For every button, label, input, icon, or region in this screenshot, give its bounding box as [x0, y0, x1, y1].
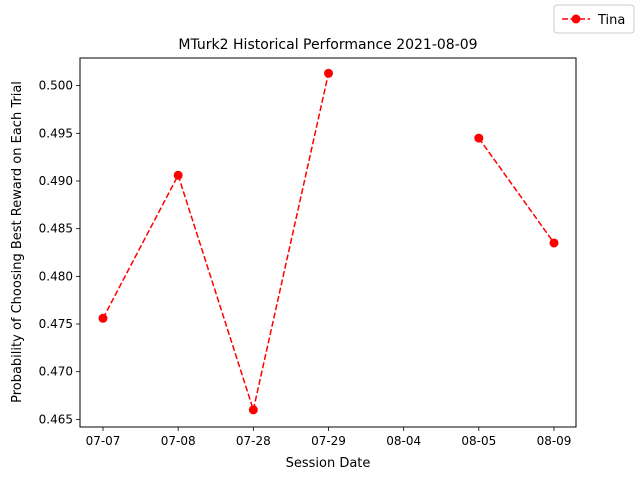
data-point — [98, 313, 108, 323]
x-tick-label: 08-09 — [537, 434, 572, 448]
x-tick-label: 07-29 — [311, 434, 346, 448]
x-tick-label: 08-05 — [461, 434, 496, 448]
series-line — [478, 137, 555, 244]
legend-label: Tina — [597, 13, 625, 28]
y-tick-label: 0.480 — [39, 269, 73, 283]
legend-marker-swatch — [571, 14, 581, 24]
x-tick-label: 08-04 — [386, 434, 421, 448]
data-point — [324, 68, 333, 78]
data-point — [474, 133, 484, 143]
y-tick-label: 0.500 — [39, 79, 73, 93]
series-layer — [98, 68, 559, 415]
series-line — [102, 73, 330, 413]
y-axis-label: Probability of Choosing Best Reward on E… — [10, 81, 25, 403]
legend-box — [553, 4, 635, 34]
y-tick-label: 0.475 — [39, 317, 73, 331]
y-tick-label: 0.495 — [39, 126, 73, 140]
x-tick-label: 07-28 — [236, 434, 271, 448]
x-axis-label: Session Date — [286, 456, 371, 471]
data-point — [173, 170, 183, 180]
y-tick-label: 0.490 — [39, 174, 73, 188]
data-point — [248, 405, 258, 415]
legend: Tina — [553, 4, 635, 34]
y-tick-label: 0.485 — [39, 222, 73, 236]
chart-title: MTurk2 Historical Performance 2021-08-09 — [178, 37, 477, 53]
y-axis-ticks: 0.465 0.470 0.475 0.480 0.485 0.490 0.495 0.500 — [39, 79, 80, 426]
data-point — [549, 238, 559, 248]
plot-area — [79, 57, 577, 428]
x-tick-label: 07-07 — [86, 434, 121, 448]
y-tick-label: 0.465 — [39, 412, 73, 426]
x-tick-label: 07-08 — [161, 434, 196, 448]
x-axis-ticks: 07-07 07-08 07-28 07-29 08-04 08-05 08-09 — [86, 427, 572, 448]
y-tick-label: 0.470 — [39, 365, 73, 379]
